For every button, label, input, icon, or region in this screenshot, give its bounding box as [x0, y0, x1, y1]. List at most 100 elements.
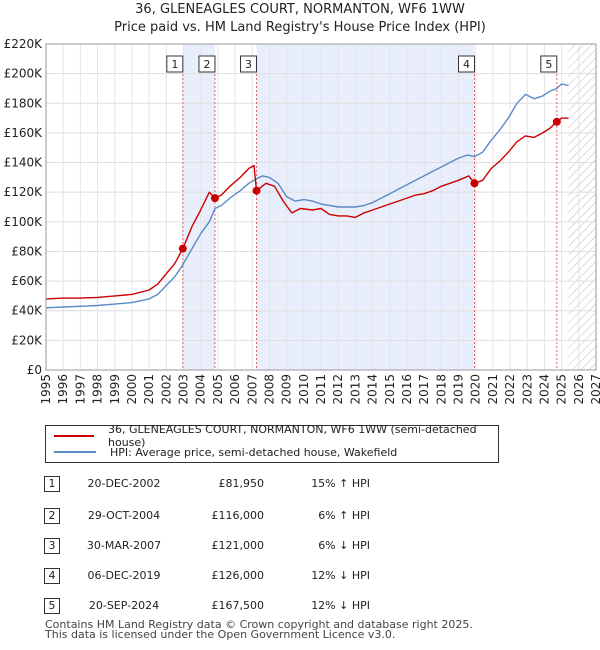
- series-line-hpi: [45, 83, 569, 309]
- x-tick-label: 2018: [434, 374, 448, 405]
- x-tick-label: 2013: [348, 374, 362, 405]
- x-tick-label: 2024: [537, 374, 551, 405]
- sale-hpi-diff: 12% ↓ HPI: [311, 599, 370, 612]
- chart-title: 36, GLENEAGLES COURT, NORMANTON, WF6 1WW: [135, 2, 465, 17]
- x-tick-label: 1995: [39, 374, 53, 405]
- series-line-property: [45, 117, 569, 300]
- footer-licence: This data is licensed under the Open Gov…: [45, 628, 396, 641]
- sale-hpi-diff: 12% ↓ HPI: [311, 569, 370, 582]
- x-tick-label: 2016: [400, 374, 414, 405]
- y-tick-label: £80K: [11, 244, 43, 258]
- sale-number-badge: 3: [44, 538, 60, 554]
- y-tick-label: £140K: [4, 156, 44, 170]
- sale-hpi-diff: 6% ↑ HPI: [318, 509, 370, 522]
- shaded-period: [182, 44, 215, 370]
- sale-point: [470, 179, 479, 188]
- sale-point: [178, 244, 187, 253]
- table-row: 5 20-SEP-2024 £167,500 12% ↓ HPI: [44, 596, 384, 616]
- sale-number-badge: 1: [44, 476, 60, 492]
- sale-label: 5: [545, 58, 552, 71]
- price-chart: 1 2 3 4 5 £0 £20K £40K £60K £80K £100K £120K £140K £1…: [4, 37, 600, 405]
- x-tick-label: 2014: [366, 374, 380, 405]
- x-tick-label: 2021: [486, 374, 500, 405]
- sale-date: 06-DEC-2019: [87, 569, 161, 582]
- x-tick-label: 2010: [297, 374, 311, 405]
- x-tick-label: 2001: [142, 374, 156, 405]
- sale-date: 20-SEP-2024: [88, 599, 160, 612]
- x-tick-label: 2015: [383, 374, 397, 405]
- y-tick-label: £0: [27, 363, 42, 377]
- x-tick-label: 2025: [555, 374, 569, 405]
- y-tick-label: £200K: [4, 67, 44, 81]
- x-tick-label: 2003: [177, 374, 191, 405]
- sale-label: 3: [245, 58, 252, 71]
- table-row: 3 30-MAR-2007 £121,000 6% ↓ HPI: [44, 536, 384, 556]
- x-tick-label: 1998: [91, 374, 105, 405]
- y-tick-label: £180K: [4, 96, 44, 110]
- sale-point: [552, 117, 561, 126]
- x-tick-label: 2002: [159, 374, 173, 405]
- table-row: 2 29-OCT-2004 £116,000 6% ↑ HPI: [44, 506, 384, 526]
- table-row: 4 06-DEC-2019 £126,000 12% ↓ HPI: [44, 566, 384, 586]
- y-tick-label: £40K: [11, 304, 43, 318]
- sale-label-box: [540, 55, 558, 73]
- sale-point: [210, 194, 219, 203]
- sale-label: 4: [463, 58, 470, 71]
- x-tick-label: 2027: [589, 374, 600, 405]
- plot-frame: [45, 43, 597, 371]
- sale-price: £126,000: [211, 569, 265, 582]
- x-tick-label: 2019: [452, 374, 466, 405]
- sale-price: £167,500: [211, 599, 265, 612]
- x-tick-label: 2009: [280, 374, 294, 405]
- sale-point: [252, 186, 261, 195]
- footer: Contains HM Land Registry data © Crown c…: [45, 618, 473, 641]
- x-tick-label: 1996: [56, 374, 70, 405]
- legend: 36, GLENEAGLES COURT, NORMANTON, WF6 1WW…: [45, 423, 499, 463]
- x-tick-label: 2012: [331, 374, 345, 405]
- x-tick-label: 2026: [572, 374, 586, 405]
- sale-label-box: [240, 55, 258, 73]
- sale-price: £116,000: [211, 509, 265, 522]
- chart-subtitle: Price paid vs. HM Land Registry's House …: [114, 20, 486, 35]
- x-tick-label: 2006: [228, 374, 242, 405]
- sale-price: £81,950: [218, 477, 265, 490]
- footer-copyright: Contains HM Land Registry data © Crown c…: [45, 618, 473, 631]
- y-tick-label: £20K: [11, 333, 43, 347]
- sale-date: 29-OCT-2004: [87, 509, 161, 522]
- x-tick-label: 2004: [194, 374, 208, 405]
- sale-date: 30-MAR-2007: [86, 539, 162, 552]
- shaded-period: [256, 44, 475, 370]
- sale-hpi-diff: 6% ↓ HPI: [318, 539, 370, 552]
- x-tick-label: 2011: [314, 374, 328, 405]
- y-tick-label: £60K: [11, 274, 43, 288]
- x-tick-label: 2000: [125, 374, 139, 405]
- sale-price: £121,000: [211, 539, 265, 552]
- y-tick-label: £100K: [4, 215, 44, 229]
- x-tick-label: 1997: [73, 374, 87, 405]
- sale-label: 1: [171, 58, 178, 71]
- sale-label-box: [166, 55, 184, 73]
- legend-item-property: 36, GLENEAGLES COURT, NORMANTON, WF6 1WW…: [54, 423, 498, 449]
- x-tick-label: 2023: [520, 374, 534, 405]
- legend-label-hpi: HPI: Average price, semi-detached house,…: [110, 445, 398, 459]
- legend-item-hpi: HPI: Average price, semi-detached house,…: [54, 444, 397, 460]
- sale-label-box: [198, 55, 216, 73]
- x-tick-label: 2005: [211, 374, 225, 405]
- x-tick-label: 2020: [469, 374, 483, 405]
- x-tick-label: 2022: [503, 374, 517, 405]
- sale-number-badge: 2: [44, 508, 60, 524]
- y-tick-label: £160K: [4, 126, 44, 140]
- sale-number-badge: 5: [44, 598, 60, 614]
- y-tick-label: £220K: [4, 37, 44, 51]
- x-tick-label: 1999: [108, 374, 122, 405]
- sale-label-box: [457, 55, 475, 73]
- sale-label: 2: [203, 58, 210, 71]
- y-tick-label: £120K: [4, 185, 44, 199]
- sale-hpi-diff: 15% ↑ HPI: [311, 477, 370, 490]
- legend-label-property: 36, GLENEAGLES COURT, NORMANTON, WF6 1WW…: [108, 423, 477, 449]
- x-tick-label: 2008: [262, 374, 276, 405]
- legend-swatch-hpi: [54, 451, 96, 453]
- forecast-hatch: [568, 44, 596, 370]
- table-row: 1 20-DEC-2002 £81,950 15% ↑ HPI: [44, 474, 384, 494]
- sale-number-badge: 4: [44, 568, 60, 584]
